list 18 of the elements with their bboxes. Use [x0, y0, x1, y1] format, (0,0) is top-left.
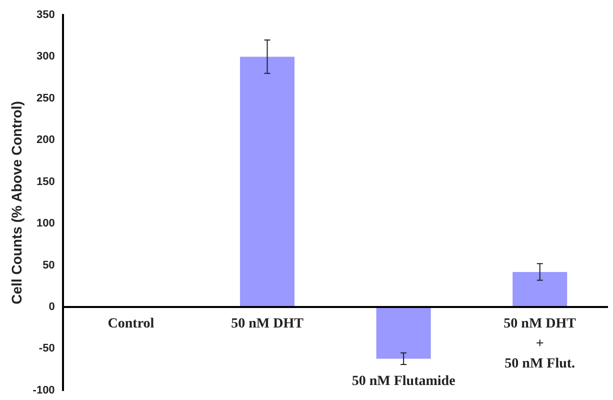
y-tick-label: 0: [48, 301, 55, 314]
y-tick-label: 300: [36, 50, 55, 63]
x-tick-label: Control: [108, 316, 154, 332]
y-tick-label: 50: [42, 259, 55, 272]
bar: [240, 56, 295, 307]
bar: [376, 306, 431, 359]
y-tick-label: 350: [36, 9, 55, 22]
x-tick-label: 50 nM Flutamide: [352, 374, 456, 390]
x-tick-label: 50 nM DHT + 50 nM Flut.: [504, 316, 577, 372]
y-tick-label: 150: [36, 176, 55, 188]
y-tick-label: -50: [38, 342, 55, 355]
y-axis-title: Cell Counts (% Above Control): [8, 101, 24, 304]
y-tick-label: -100: [32, 384, 55, 396]
y-tick-label: 100: [36, 218, 55, 230]
y-tick-label: 250: [36, 92, 55, 104]
x-tick-label: 50 nM DHT: [231, 316, 304, 332]
y-tick-label: 200: [36, 134, 55, 146]
bar: [512, 272, 568, 307]
